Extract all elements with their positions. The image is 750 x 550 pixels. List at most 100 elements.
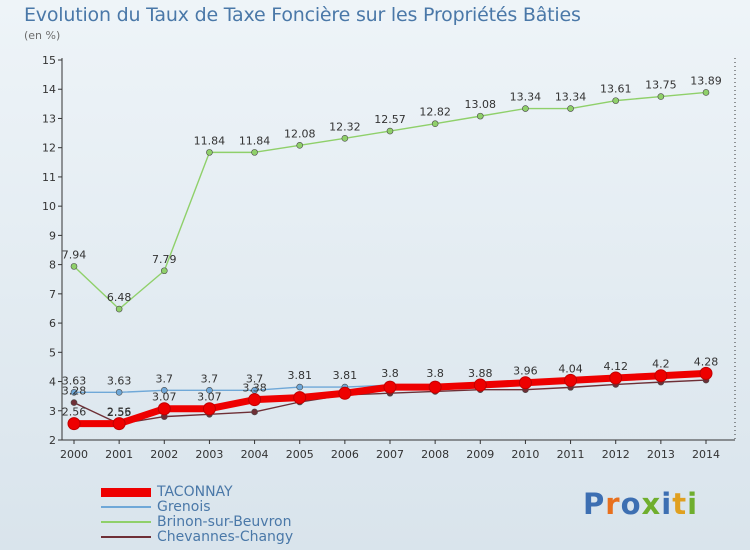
data-label-brinon-sur-beuvron: 13.34 bbox=[555, 91, 587, 104]
data-label-grenois: 3.96 bbox=[513, 365, 538, 378]
data-label-brinon-sur-beuvron: 13.75 bbox=[645, 79, 677, 92]
y-tick-label: 13 bbox=[42, 112, 56, 125]
x-tick-label: 2013 bbox=[647, 448, 675, 461]
data-label-taconnay: 3.38 bbox=[242, 382, 267, 395]
data-labels: 7.94 6.48 7.79 11.84 11.84 12.08 12.32 12.57 12.… bbox=[62, 74, 722, 418]
data-label-grenois: 4.12 bbox=[603, 360, 628, 373]
legend-label-brinon-sur-beuvron: Brinon-sur-Beuvron bbox=[157, 514, 292, 530]
data-point-taconnay bbox=[654, 369, 668, 383]
data-label-grenois: 3.7 bbox=[156, 372, 174, 385]
y-tick-label: 7 bbox=[49, 288, 56, 301]
data-label-grenois: 3.88 bbox=[468, 367, 493, 380]
legend-swatch-taconnay bbox=[101, 487, 151, 497]
data-label-grenois: 4.28 bbox=[694, 355, 719, 368]
data-label-grenois: 3.81 bbox=[287, 369, 312, 382]
x-tick-label: 2012 bbox=[602, 448, 630, 461]
data-label-grenois: 3.7 bbox=[246, 372, 264, 385]
data-point-taconnay bbox=[699, 366, 713, 380]
data-point-brinon-sur-beuvron bbox=[296, 142, 304, 149]
data-point-brinon-sur-beuvron bbox=[341, 135, 349, 142]
data-point-brinon-sur-beuvron bbox=[612, 97, 620, 104]
data-point-grenois bbox=[206, 387, 213, 394]
x-tick-label: 2003 bbox=[195, 448, 223, 461]
y-tick-label: 15 bbox=[42, 54, 56, 67]
data-label-brinon-sur-beuvron: 7.79 bbox=[152, 253, 177, 266]
y-tick-label: 8 bbox=[49, 259, 56, 272]
data-label-brinon-sur-beuvron: 13.08 bbox=[465, 98, 497, 111]
data-label-brinon-sur-beuvron: 12.57 bbox=[374, 113, 406, 126]
data-point-brinon-sur-beuvron bbox=[522, 105, 529, 112]
data-label-grenois: 4.2 bbox=[652, 358, 670, 371]
y-tick-label: 3 bbox=[49, 405, 56, 418]
x-tick-label: 2007 bbox=[376, 448, 404, 461]
data-point-taconnay bbox=[383, 380, 397, 394]
y-tick-label: 10 bbox=[42, 200, 56, 213]
data-label-grenois: 3.63 bbox=[107, 374, 132, 387]
data-label-brinon-sur-beuvron: 13.34 bbox=[510, 91, 542, 104]
data-point-taconnay bbox=[428, 380, 442, 394]
data-label-taconnay: 3.07 bbox=[197, 391, 222, 404]
data-point-grenois bbox=[115, 389, 123, 396]
data-point-taconnay bbox=[293, 391, 307, 405]
data-point-taconnay bbox=[112, 417, 126, 431]
y-tick-label: 12 bbox=[42, 142, 56, 155]
data-point-taconnay bbox=[338, 386, 352, 400]
data-point-chevannes-changy bbox=[70, 399, 78, 406]
data-label-grenois: 3.81 bbox=[333, 369, 358, 382]
data-point-brinon-sur-beuvron bbox=[70, 263, 78, 270]
data-point-brinon-sur-beuvron bbox=[386, 127, 394, 135]
data-point-brinon-sur-beuvron bbox=[160, 267, 168, 275]
data-label-brinon-sur-beuvron: 12.82 bbox=[419, 106, 451, 119]
data-label-taconnay: 2.56 bbox=[107, 406, 132, 419]
data-point-grenois bbox=[70, 389, 78, 396]
data-point-brinon-sur-beuvron bbox=[206, 149, 213, 156]
data-label-chevannes-changy: 2.55 bbox=[107, 406, 132, 419]
data-point-taconnay bbox=[248, 393, 262, 407]
data-label-brinon-sur-beuvron: 6.48 bbox=[107, 291, 132, 304]
y-tick-label: 14 bbox=[42, 83, 56, 96]
data-point-brinon-sur-beuvron bbox=[476, 112, 484, 120]
data-point-taconnay bbox=[564, 373, 578, 387]
data-point-brinon-sur-beuvron bbox=[431, 120, 439, 128]
data-label-grenois: 3.7 bbox=[201, 372, 219, 385]
x-tick-label: 2000 bbox=[60, 448, 88, 461]
data-point-brinon-sur-beuvron bbox=[251, 149, 258, 156]
legend-item-taconnay: TACONNAY bbox=[101, 484, 233, 500]
x-tick-label: 2001 bbox=[105, 448, 133, 461]
data-point-chevannes-changy bbox=[251, 408, 258, 416]
proxiti-logo: Proxiti bbox=[583, 487, 699, 521]
legend-label-chevannes-changy: Chevannes-Changy bbox=[157, 529, 294, 545]
data-label-brinon-sur-beuvron: 13.61 bbox=[600, 83, 632, 96]
data-label-brinon-sur-beuvron: 13.89 bbox=[690, 74, 722, 87]
data-label-brinon-sur-beuvron: 7.94 bbox=[62, 248, 87, 261]
data-point-taconnay bbox=[67, 417, 81, 431]
x-tick-label: 2005 bbox=[286, 448, 314, 461]
data-label-taconnay: 3.07 bbox=[152, 391, 177, 404]
data-point-brinon-sur-beuvron bbox=[702, 89, 710, 96]
chart-axes: 2 3 4 5 6 7 8 9 10 11 12 13 14 15 2000 2001 2002 2003 2004… bbox=[42, 54, 736, 461]
x-tick-label: 2010 bbox=[511, 448, 539, 461]
legend-swatch-grenois bbox=[101, 506, 151, 508]
data-point-brinon-sur-beuvron bbox=[567, 105, 574, 112]
data-point-brinon-sur-beuvron bbox=[657, 93, 665, 100]
legend-item-brinon-sur-beuvron: Brinon-sur-Beuvron bbox=[101, 514, 291, 530]
data-label-brinon-sur-beuvron: 12.08 bbox=[284, 127, 316, 140]
y-tick-label: 5 bbox=[49, 346, 56, 359]
chart-title: Evolution du Taux de Taxe Foncière sur l… bbox=[24, 4, 581, 26]
legend-swatch-brinon-sur-beuvron bbox=[101, 521, 151, 523]
data-label-grenois: 3.8 bbox=[426, 367, 444, 380]
x-tick-label: 2014 bbox=[692, 448, 720, 461]
legend-label-taconnay: TACONNAY bbox=[157, 484, 233, 500]
y-tick-label: 6 bbox=[49, 317, 56, 330]
data-point-taconnay bbox=[518, 376, 532, 390]
x-tick-label: 2002 bbox=[150, 448, 178, 461]
x-tick-label: 2009 bbox=[466, 448, 494, 461]
data-point-brinon-sur-beuvron bbox=[115, 305, 123, 313]
data-label-grenois: 3.8 bbox=[381, 367, 399, 380]
data-label-grenois: 3.63 bbox=[62, 374, 87, 387]
y-tick-label: 4 bbox=[49, 376, 56, 389]
legend-item-grenois: Grenois bbox=[101, 499, 211, 515]
data-label-brinon-sur-beuvron: 11.84 bbox=[239, 134, 271, 147]
data-label-taconnay: 2.56 bbox=[62, 406, 87, 419]
